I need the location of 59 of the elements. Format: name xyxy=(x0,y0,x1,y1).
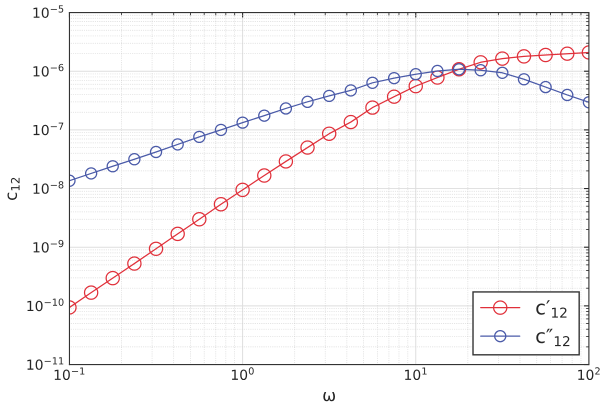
point xyxy=(150,146,162,158)
point xyxy=(170,226,185,242)
point xyxy=(539,80,552,94)
point xyxy=(84,285,98,300)
point xyxy=(386,89,402,104)
point xyxy=(344,114,358,130)
point xyxy=(474,64,487,76)
point xyxy=(322,126,336,141)
y-tick-label: 10$^{−8}$ xyxy=(33,181,64,194)
y-tick-label: 10$^{−10}$ xyxy=(27,298,64,312)
point xyxy=(236,116,249,129)
point xyxy=(235,182,250,198)
point xyxy=(214,124,228,136)
x-tick-label: 10$^{0}$ xyxy=(232,367,254,380)
point xyxy=(214,197,228,212)
y-tick-label: 10$^{−6}$ xyxy=(33,64,64,77)
y-tick-label: 10$^{−11}$ xyxy=(27,357,64,370)
point xyxy=(496,66,508,79)
x-axis-title: ω xyxy=(323,392,336,402)
point xyxy=(495,51,510,66)
point xyxy=(106,160,119,172)
point xyxy=(106,270,120,286)
point xyxy=(84,167,98,180)
point xyxy=(561,88,574,102)
y-tick-label: 10$^{−9}$ xyxy=(33,240,64,253)
point xyxy=(128,153,141,166)
point xyxy=(408,78,423,94)
point xyxy=(430,70,445,85)
legend-label: c″$_{12}$ xyxy=(536,328,570,346)
point xyxy=(258,109,270,122)
point xyxy=(171,138,184,151)
point xyxy=(192,212,207,226)
point xyxy=(410,68,422,80)
point xyxy=(127,256,142,271)
point xyxy=(257,168,272,183)
y-tick-label: 10$^{−5}$ xyxy=(33,5,64,18)
point xyxy=(148,242,164,256)
point xyxy=(538,48,553,62)
point xyxy=(280,102,292,115)
point xyxy=(344,84,358,97)
point xyxy=(388,72,400,84)
point xyxy=(193,130,206,144)
point xyxy=(431,64,444,78)
point xyxy=(560,46,574,61)
x-tick-label: 10$^{1}$ xyxy=(405,367,427,380)
x-tick-label: 10$^{−1}$ xyxy=(54,367,84,380)
legend-label: c′$_{12}$ xyxy=(536,300,566,318)
point xyxy=(300,140,315,155)
point xyxy=(301,96,314,108)
point xyxy=(278,154,294,169)
point xyxy=(516,49,532,64)
point xyxy=(365,100,380,115)
y-axis-title: c$_{12}$ xyxy=(7,178,20,200)
y-tick-label: 10$^{−7}$ xyxy=(33,122,64,136)
point xyxy=(366,76,379,89)
x-tick-label: 10$^{2}$ xyxy=(578,367,600,380)
point xyxy=(518,73,530,86)
point xyxy=(322,90,336,102)
point xyxy=(473,55,488,70)
